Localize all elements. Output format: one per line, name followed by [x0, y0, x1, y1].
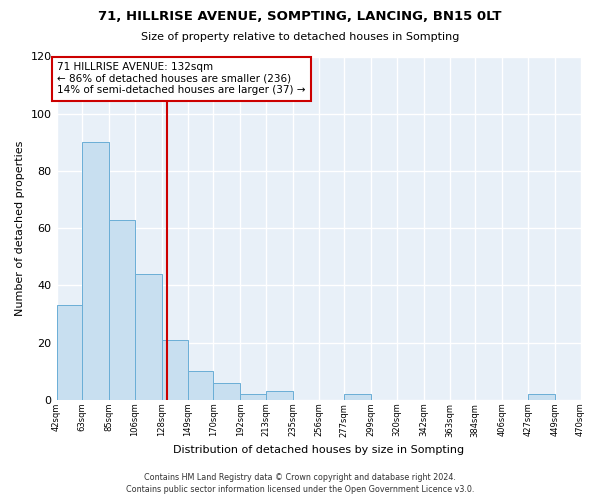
- Bar: [344, 394, 371, 400]
- Bar: [82, 142, 109, 400]
- Bar: [135, 274, 162, 400]
- Text: Size of property relative to detached houses in Sompting: Size of property relative to detached ho…: [141, 32, 459, 42]
- Bar: [240, 394, 266, 400]
- Bar: [528, 394, 555, 400]
- Y-axis label: Number of detached properties: Number of detached properties: [15, 140, 25, 316]
- Bar: [213, 382, 240, 400]
- Bar: [188, 372, 213, 400]
- X-axis label: Distribution of detached houses by size in Sompting: Distribution of detached houses by size …: [173, 445, 464, 455]
- Text: 71, HILLRISE AVENUE, SOMPTING, LANCING, BN15 0LT: 71, HILLRISE AVENUE, SOMPTING, LANCING, …: [98, 10, 502, 23]
- Text: 71 HILLRISE AVENUE: 132sqm
← 86% of detached houses are smaller (236)
14% of sem: 71 HILLRISE AVENUE: 132sqm ← 86% of deta…: [57, 62, 305, 96]
- Text: Contains HM Land Registry data © Crown copyright and database right 2024.
Contai: Contains HM Land Registry data © Crown c…: [126, 472, 474, 494]
- Bar: [109, 220, 135, 400]
- Bar: [162, 340, 188, 400]
- Bar: [266, 392, 293, 400]
- Bar: [56, 306, 82, 400]
